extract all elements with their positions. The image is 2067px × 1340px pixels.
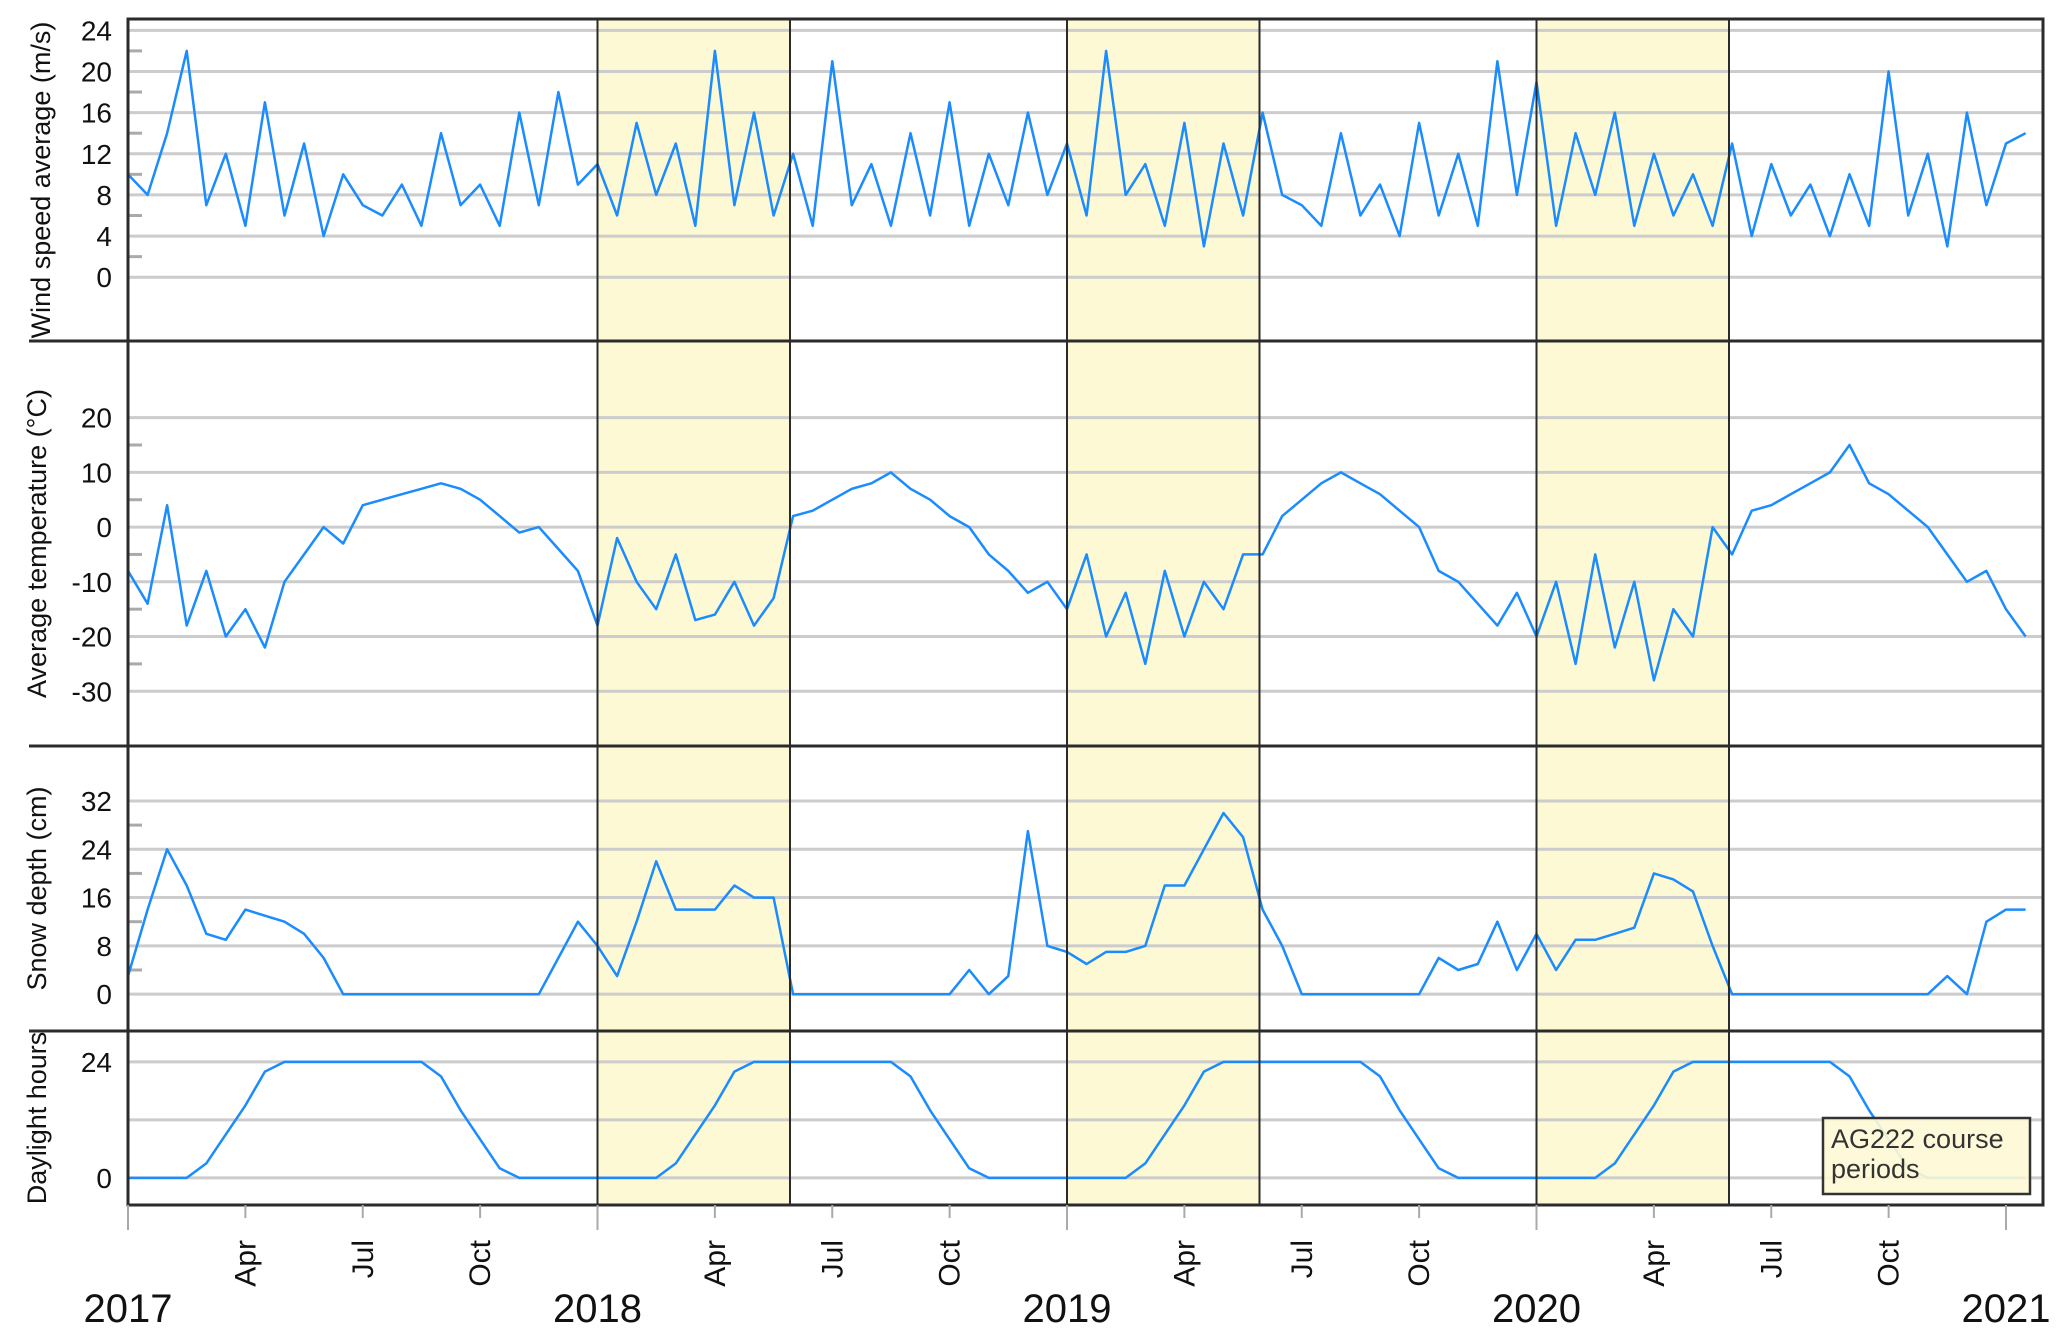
month-label: Oct (464, 1239, 497, 1286)
month-label: Oct (1403, 1239, 1436, 1286)
y-tick-label: 8 (96, 180, 112, 211)
month-label: Apr (229, 1240, 262, 1287)
month-label: Oct (1873, 1239, 1906, 1286)
series-line-2 (126, 443, 2027, 682)
legend-text: AG222 course (1831, 1124, 2004, 1154)
y-tick-label: 10 (81, 457, 112, 488)
y-tick-label: 0 (96, 262, 112, 293)
series-line-1 (127, 49, 2027, 248)
y-tick-label: 32 (81, 786, 112, 817)
month-label: Jul (1286, 1240, 1319, 1278)
month-label: Apr (1638, 1240, 1671, 1287)
year-label: 2018 (553, 1287, 642, 1331)
year-label: 2021 (1962, 1287, 2051, 1331)
month-label: Jul (816, 1240, 849, 1278)
month-label: Jul (347, 1240, 380, 1278)
y-tick-label: 16 (81, 883, 112, 914)
y-axis-title: Wind speed average (m/s) (26, 22, 56, 339)
y-tick-label: 16 (81, 98, 112, 129)
y-axis-title: Daylight hours (22, 1032, 52, 1205)
y-tick-label: 20 (81, 403, 112, 434)
course-period-shade (1536, 19, 1729, 1205)
course-period-shade (1067, 19, 1260, 1205)
y-tick-label: 20 (81, 56, 112, 87)
y-tick-label: 0 (96, 512, 112, 543)
y-tick-label: 12 (81, 139, 112, 170)
legend-text: periods (1831, 1154, 1920, 1184)
month-label: Jul (1755, 1240, 1788, 1278)
y-tick-label: 24 (81, 1047, 112, 1078)
y-tick-label: 0 (96, 1163, 112, 1194)
y-tick-label: 24 (81, 15, 112, 46)
y-tick-label: 8 (96, 931, 112, 962)
month-label: Apr (699, 1240, 732, 1287)
y-axis-title: Average temperature (°C) (22, 389, 52, 698)
y-tick-label: 0 (96, 979, 112, 1010)
y-tick-label: -30 (72, 676, 112, 707)
month-label: Apr (1168, 1240, 1201, 1287)
year-label: 2020 (1492, 1287, 1581, 1331)
year-label: 2019 (1023, 1287, 1112, 1331)
y-axis-title: Snow depth (cm) (22, 786, 52, 990)
series-line-3 (126, 811, 2026, 996)
plot-frame (126, 17, 2045, 1207)
series-line-4 (128, 1060, 2026, 1180)
year-label: 2017 (84, 1287, 173, 1331)
month-label: Oct (934, 1239, 967, 1286)
y-tick-label: -20 (72, 622, 112, 653)
legend-box (1821, 1116, 2032, 1196)
y-tick-label: 4 (96, 221, 112, 252)
y-tick-label: 24 (81, 834, 112, 865)
y-tick-label: -10 (72, 567, 112, 598)
